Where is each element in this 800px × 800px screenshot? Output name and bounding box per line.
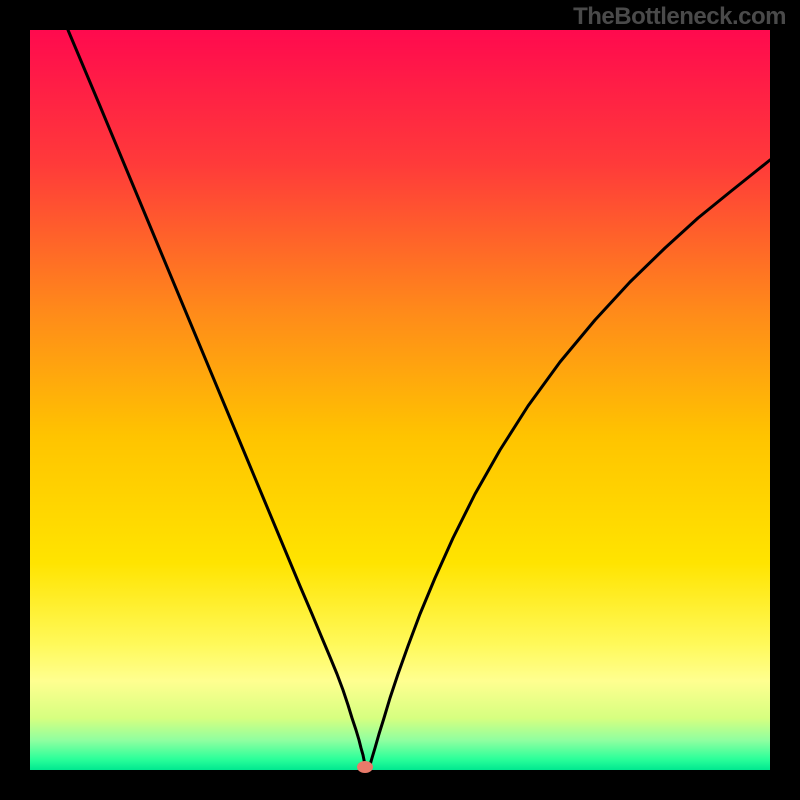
curve-path bbox=[68, 30, 770, 770]
plot-area bbox=[30, 30, 770, 770]
minimum-marker bbox=[357, 761, 373, 773]
bottleneck-curve bbox=[30, 30, 770, 770]
watermark-text: TheBottleneck.com bbox=[573, 3, 786, 31]
